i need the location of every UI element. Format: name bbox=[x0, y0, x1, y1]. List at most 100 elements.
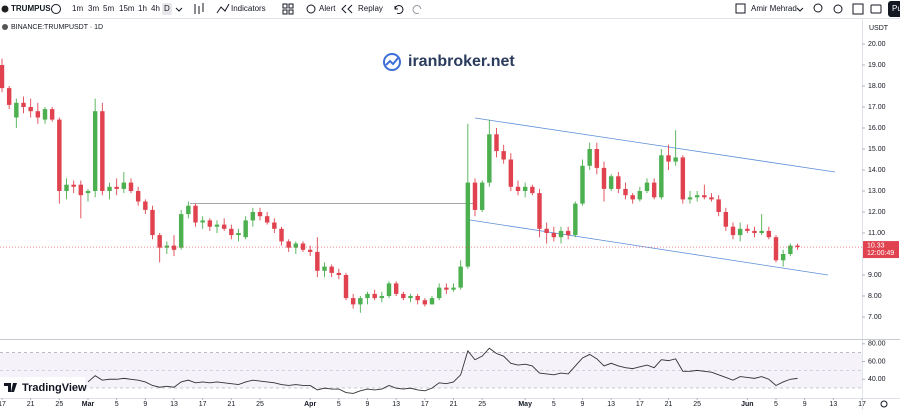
x-tick-label: 5 bbox=[774, 401, 778, 408]
rsi-band bbox=[0, 352, 862, 388]
candle-body bbox=[759, 230, 764, 233]
x-tick-label: 25 bbox=[55, 401, 63, 408]
x-tick-label: 21 bbox=[227, 401, 235, 408]
x-tick-label: 25 bbox=[693, 401, 701, 408]
add-symbol[interactable] bbox=[51, 4, 61, 14]
candle-body bbox=[558, 230, 564, 238]
candle-body bbox=[723, 212, 729, 227]
watermark-icon bbox=[385, 57, 399, 66]
x-tick-label: 17 bbox=[858, 401, 866, 408]
button[interactable]: Replay bbox=[358, 4, 383, 13]
candle-body bbox=[336, 272, 342, 275]
interval[interactable]: 4h bbox=[151, 4, 160, 13]
candle-body bbox=[788, 245, 793, 254]
replay-icon bbox=[341, 4, 353, 14]
candle-body bbox=[193, 205, 198, 223]
candle-body bbox=[401, 293, 406, 299]
candle-body bbox=[687, 197, 693, 200]
candle-body bbox=[272, 222, 277, 229]
redo[interactable] bbox=[412, 5, 422, 14]
candle-body bbox=[164, 245, 170, 248]
candle-body bbox=[544, 228, 549, 233]
user[interactable]: Amir Mehrad bbox=[751, 4, 797, 13]
candle-body bbox=[580, 165, 585, 204]
button[interactable]: Alert bbox=[319, 4, 336, 13]
y-tick-label: 19.00 bbox=[868, 62, 886, 69]
interval[interactable]: 15m bbox=[119, 4, 135, 13]
candle-body bbox=[78, 184, 84, 196]
candle-body bbox=[436, 287, 442, 299]
candle-body bbox=[21, 102, 26, 107]
x-tick-label: 13 bbox=[170, 401, 178, 408]
interval[interactable]: 5m bbox=[103, 4, 114, 13]
candle-body bbox=[293, 243, 299, 248]
layout-checkbox[interactable] bbox=[735, 3, 746, 14]
candle-body bbox=[358, 298, 363, 305]
candle-body bbox=[601, 167, 607, 189]
interval[interactable]: 1m bbox=[72, 4, 83, 13]
candle-body bbox=[702, 195, 707, 198]
candle-body bbox=[236, 233, 241, 236]
last-price-box bbox=[863, 241, 899, 259]
candle-body bbox=[386, 283, 392, 296]
last-price: 10.33 bbox=[867, 242, 885, 249]
rsi-y-tick-label: 60.00 bbox=[868, 358, 886, 365]
publish[interactable]: Pu bbox=[892, 4, 900, 13]
candle-body bbox=[250, 212, 256, 221]
y-tick-label: 15.00 bbox=[868, 146, 886, 153]
settings[interactable] bbox=[833, 4, 843, 14]
candle-body bbox=[472, 182, 478, 210]
interval-menu[interactable] bbox=[175, 7, 183, 12]
candle-body bbox=[623, 188, 628, 196]
candle-body bbox=[257, 212, 263, 217]
time-axis-settings[interactable] bbox=[880, 400, 888, 408]
x-tick-label: 13 bbox=[392, 401, 400, 408]
user-menu[interactable] bbox=[796, 7, 804, 12]
candle-body bbox=[200, 220, 205, 223]
interval[interactable]: D bbox=[164, 4, 170, 13]
candle-body bbox=[795, 245, 800, 248]
candle-body bbox=[752, 230, 757, 233]
candle-body bbox=[530, 186, 535, 194]
alert-icon bbox=[306, 4, 316, 14]
search[interactable] bbox=[813, 3, 823, 13]
candle-body bbox=[343, 275, 349, 299]
candle-body bbox=[651, 182, 657, 198]
chart-style[interactable] bbox=[194, 3, 204, 14]
x-tick-label: 5 bbox=[337, 401, 341, 408]
candle-body bbox=[666, 155, 671, 162]
layouts-icon[interactable] bbox=[282, 3, 288, 9]
x-tick-label: 9 bbox=[581, 401, 585, 408]
interval[interactable]: 3m bbox=[88, 4, 99, 13]
rsi-y-tick-label: 40.00 bbox=[868, 376, 886, 383]
x-tick-label: 21 bbox=[665, 401, 673, 408]
snapshot[interactable] bbox=[870, 4, 882, 14]
y-tick-label: 18.00 bbox=[868, 83, 886, 90]
axis-unit: USDT bbox=[869, 25, 889, 32]
x-tick-label: 9 bbox=[143, 401, 147, 408]
button[interactable]: Indicators bbox=[231, 4, 266, 13]
x-tick-label: 5 bbox=[115, 401, 119, 408]
x-tick-label: 5 bbox=[552, 401, 556, 408]
active-interval-bg bbox=[162, 3, 172, 15]
symbol[interactable]: TRUMPUS bbox=[11, 4, 51, 13]
candle-body bbox=[57, 119, 62, 191]
publish-btn[interactable] bbox=[888, 1, 900, 17]
y-tick-label: 8.00 bbox=[868, 293, 882, 300]
rsi-line bbox=[87, 347, 798, 394]
candle-body bbox=[415, 296, 420, 301]
interval[interactable]: 1h bbox=[138, 4, 147, 13]
candle-body bbox=[229, 228, 234, 236]
candle-body bbox=[644, 182, 650, 191]
x-tick-label: May bbox=[518, 401, 532, 408]
candle-body bbox=[444, 287, 449, 290]
candle-body bbox=[393, 283, 399, 294]
layouts-icon bbox=[288, 9, 294, 15]
candle-body bbox=[694, 195, 700, 198]
undo[interactable] bbox=[394, 5, 404, 14]
candle-body bbox=[465, 182, 471, 267]
fullscreen[interactable] bbox=[852, 3, 864, 15]
brand-name: TradingView bbox=[22, 382, 87, 394]
candle-body bbox=[279, 228, 284, 242]
